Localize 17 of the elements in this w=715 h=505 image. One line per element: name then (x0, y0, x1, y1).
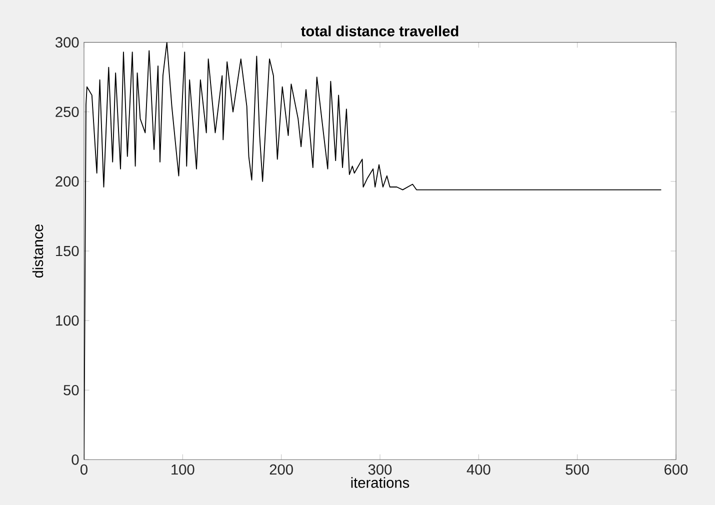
x-tick-label: 500 (566, 464, 589, 475)
y-tick-label: 300 (55, 37, 79, 48)
y-tick-label: 50 (64, 384, 79, 396)
x-tick-label: 200 (270, 464, 293, 475)
y-tick-label: 200 (56, 176, 79, 187)
x-tick-label: 300 (368, 464, 392, 475)
y-tick-label: 0 (72, 454, 79, 465)
y-tick-label: 100 (56, 315, 79, 326)
y-tick-label: 250 (56, 106, 79, 118)
x-tick-label: 400 (466, 464, 490, 475)
y-tick-label: 150 (56, 246, 79, 256)
x-tick-label: 100 (172, 464, 194, 475)
y-axis-title: distance (32, 224, 44, 278)
x-axis-title: iterations (351, 477, 410, 488)
chart-title: total distance travelled (301, 26, 458, 36)
x-tick-label: 600 (664, 464, 688, 475)
x-tick-label: 0 (80, 464, 88, 475)
